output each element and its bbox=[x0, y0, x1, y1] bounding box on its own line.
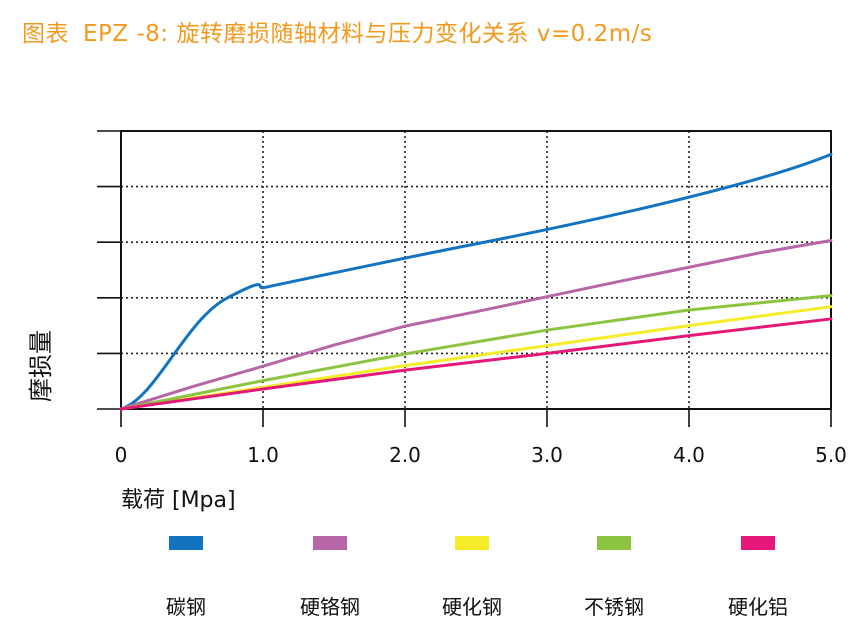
grid-layer bbox=[121, 131, 831, 409]
legend-swatch bbox=[169, 536, 203, 550]
legend-layer: 碳钢 硬铬钢 硬化钢 不锈钢 硬化铝 bbox=[166, 536, 788, 619]
legend-swatch bbox=[455, 536, 489, 550]
legend-swatch bbox=[313, 536, 347, 550]
legend-label: 碳钢 bbox=[166, 595, 206, 619]
x-tick-label: 3.0 bbox=[531, 443, 563, 467]
x-tick-label: 1.0 bbox=[247, 443, 279, 467]
title-prefix: 图表 bbox=[22, 21, 69, 47]
series-line-5 bbox=[119, 317, 833, 411]
legend-swatch bbox=[741, 536, 775, 550]
series-line-4 bbox=[119, 294, 833, 411]
plot-frame bbox=[120, 130, 832, 410]
legend-label: 硬化钢 bbox=[442, 595, 502, 619]
legend-label: 不锈钢 bbox=[584, 595, 644, 619]
series-layer bbox=[119, 152, 833, 411]
title-text: EPZ -8: 旋转磨损随轴材料与压力变化关系 v=0.2m/s bbox=[83, 21, 653, 47]
chart-title: 图表 EPZ -8: 旋转磨损随轴材料与压力变化关系 v=0.2m/s bbox=[22, 14, 652, 48]
axes-layer bbox=[97, 130, 832, 427]
series-line-2 bbox=[119, 239, 833, 411]
x-tick-label: 0 bbox=[115, 443, 128, 467]
legend-swatch bbox=[597, 536, 631, 550]
x-axis-label: 载荷 [Mpa] bbox=[121, 488, 236, 513]
series-line-1 bbox=[119, 152, 833, 411]
legend-label: 硬化铝 bbox=[728, 595, 788, 619]
x-tick-label: 4.0 bbox=[673, 443, 705, 467]
labels-layer: 0 1.0 2.0 3.0 4.0 5.0 载荷 [Mpa] 摩损量 bbox=[27, 330, 847, 513]
legend-label: 硬铬钢 bbox=[300, 595, 360, 619]
y-axis-label: 摩损量 bbox=[27, 330, 55, 402]
x-tick-label: 2.0 bbox=[389, 443, 421, 467]
x-tick-label: 5.0 bbox=[815, 443, 847, 467]
